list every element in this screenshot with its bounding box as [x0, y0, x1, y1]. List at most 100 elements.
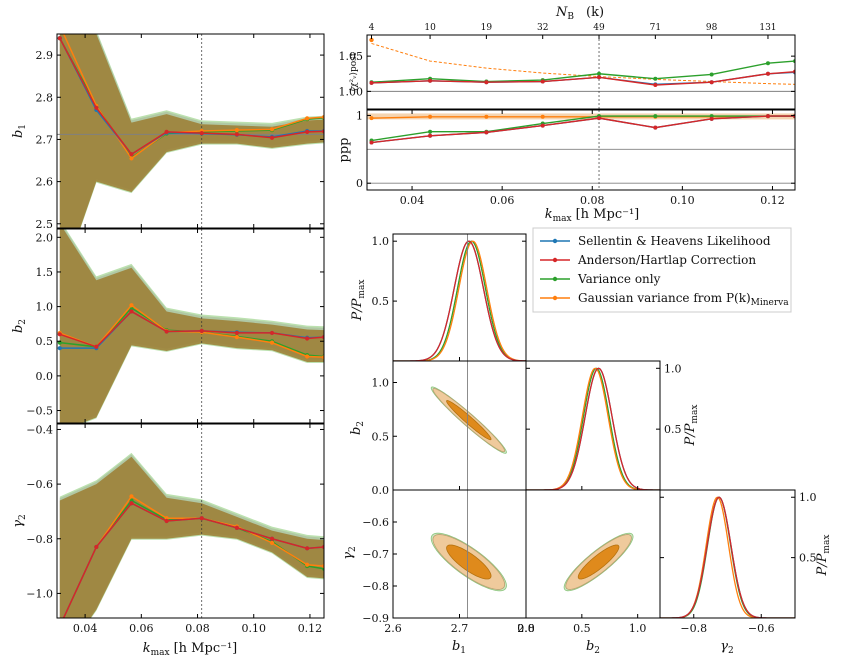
ytick-ppp-label-1: 1 — [356, 109, 363, 122]
ytick-b1-label-1: 2.6 — [36, 176, 54, 189]
xtick-ppp-label-0: 0.04 — [400, 194, 425, 207]
top-axis-label-suffix: (k) — [586, 5, 604, 20]
point-anderson-b2-5 — [234, 330, 239, 336]
point-anderson-ppp-5 — [653, 125, 658, 130]
point-anderson-b1-8 — [321, 129, 324, 134]
tri-g2-xtick-label-0: −0.8 — [680, 622, 707, 635]
contour-b2-g2 — [563, 532, 634, 592]
ylabel-b2-main: b — [11, 325, 26, 333]
point-gaussian-b2-5 — [234, 334, 239, 340]
ylabel-chi2: ⟨χ²ᵥ⟩post — [349, 52, 359, 91]
marg-ylabel-b2-sub: max — [690, 405, 700, 424]
band-b2-olive — [59, 229, 324, 423]
point-variance-ppp-5 — [653, 114, 658, 119]
ylabel-b1: b1 — [11, 124, 28, 138]
point-anderson-b2-3 — [164, 329, 169, 334]
tri-b2-ytick-label-0: 0.0 — [372, 484, 390, 497]
point-anderson-chi2-4 — [597, 75, 602, 80]
xtick-g2-label-3: 0.10 — [241, 622, 266, 635]
point-anderson-ppp-7 — [765, 114, 770, 119]
legend-entry-gaussian: Gaussian variance from P(k)Minerva — [540, 291, 789, 308]
ytick-chi2-label-1: 1.05 — [339, 50, 364, 63]
point-gaussian-g2-6 — [269, 540, 275, 545]
ytick-g2-label-2: −0.6 — [26, 478, 53, 491]
point-anderson-b1-6 — [269, 135, 275, 140]
marginal-b1-gaussian — [393, 240, 526, 361]
ytick-b2-label-2: 0.5 — [36, 335, 54, 348]
point-anderson-chi2-2 — [484, 80, 489, 85]
point-anderson-b2-0 — [57, 332, 62, 337]
point-gaussian-b2-8 — [321, 355, 324, 360]
point-sellentin-b2-0 — [57, 346, 62, 351]
point-anderson-b1-5 — [234, 132, 239, 137]
xtick-g2-label-1: 0.06 — [129, 622, 154, 635]
point-variance-chi2-5 — [653, 76, 658, 81]
contour-b1-b2 — [430, 361, 507, 490]
tri-xlabel-b2-sub: 2 — [594, 646, 600, 656]
tri-xlabel-g2-sub: 2 — [728, 646, 734, 656]
point-variance-chi2-7 — [765, 61, 770, 66]
ylabel-b2: b2 — [11, 319, 28, 333]
point-gaussian-chi2-0 — [369, 37, 374, 43]
tri-xlabel-b2-main: b — [586, 639, 594, 654]
point-gaussian-b2-2 — [129, 303, 134, 308]
marg-ytick-label-b1-1: 1.0 — [372, 235, 390, 248]
panel-b2-plot — [57, 229, 324, 423]
xlabel-kmax-left: kmax [h Mpc⁻¹] — [143, 641, 238, 658]
point-anderson-chi2-1 — [428, 78, 433, 83]
top-axis-label: NB — [555, 5, 574, 22]
point-variance-g2-0 — [58, 624, 62, 628]
contour-b1-g2 — [430, 490, 507, 618]
frame-b1-b2 — [392, 360, 527, 491]
point-anderson-ppp-6 — [709, 116, 714, 121]
frame-b2 — [56, 228, 325, 424]
legend-label-variance: Variance only — [577, 272, 661, 286]
marg-ytick-label-b2-1: 1.0 — [664, 362, 682, 375]
point-gaussian-g2-2 — [129, 494, 134, 499]
ylabel-ppp: ppp — [337, 138, 352, 163]
frame-ppp — [366, 109, 796, 191]
ytick-b1-label-4: 2.9 — [36, 49, 54, 62]
ytick-b1-label-2: 2.7 — [36, 133, 54, 146]
point-anderson-b1-3 — [164, 129, 169, 134]
legend: Sellentin & Heavens Likelihood Anderson/… — [532, 227, 792, 313]
xtick-g2-label-2: 0.08 — [185, 622, 210, 635]
marginal-b2-sellentin — [526, 367, 660, 490]
ylabel-b1-sub: 1 — [18, 124, 28, 130]
ytick-g2-label-1: −0.8 — [26, 533, 53, 546]
tri-b2-ytick-label-2: 1.0 — [372, 377, 390, 390]
panel-chi2-plot — [367, 35, 795, 109]
legend-entry-variance: Variance only — [540, 272, 661, 286]
tri-xlabel-b2: b2 — [586, 639, 600, 656]
tri-g2-ytick-label-0: −0.9 — [362, 612, 389, 625]
top-tick-label-1: 10 — [424, 23, 436, 33]
point-anderson-g2-7 — [305, 546, 310, 551]
xlabel-kmax-right-unit: [h Mpc⁻¹] — [576, 207, 640, 222]
tri-xlabel-g2-main: γ — [720, 639, 728, 654]
xlabel-kmax-left-main: k — [143, 641, 151, 656]
ytick-b2-label-3: 1.0 — [36, 301, 54, 314]
top-tick-label-6: 98 — [706, 23, 718, 33]
tri-ylabel-g2: γ2 — [341, 546, 358, 560]
tri-b1-xtick-label-2: 2.8 — [517, 622, 535, 635]
ytick-chi2-label-0: 1.00 — [339, 85, 364, 98]
marginal-g2-variance — [660, 496, 795, 618]
ytick-b1-label-0: 2.5 — [36, 218, 54, 231]
marg-ylabel-g2: P/Pmax — [815, 535, 832, 577]
point-gaussian-b1-8 — [321, 114, 324, 120]
marg-ytick-label-g2-0: 0.5 — [799, 552, 817, 565]
legend-marker-sellentin — [552, 238, 558, 244]
point-variance-ppp-1 — [428, 129, 433, 134]
point-anderson-ppp-1 — [428, 133, 433, 138]
band-b1-olive — [59, 34, 324, 228]
xtick-ppp-label-3: 0.10 — [670, 194, 695, 207]
point-anderson-b2-6 — [269, 330, 275, 336]
point-gaussian-b1-0 — [58, 23, 62, 27]
ytick-g2-label-0: −1.0 — [26, 587, 53, 600]
marginal-b2-gaussian — [526, 367, 660, 490]
point-anderson-chi2-7 — [765, 71, 770, 76]
marg-ylabel-b1: P/Pmax — [350, 280, 367, 322]
top-tick-label-5: 71 — [650, 23, 661, 33]
point-anderson-ppp-3 — [540, 123, 545, 128]
point-anderson-b1-7 — [305, 129, 310, 134]
